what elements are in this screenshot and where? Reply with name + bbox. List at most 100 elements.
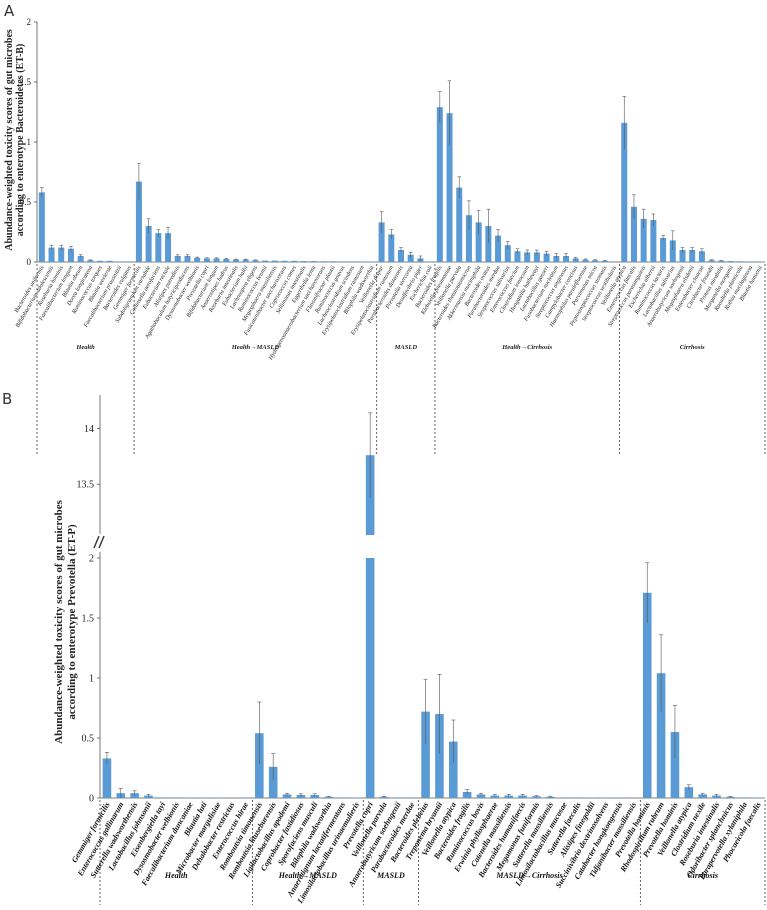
y-axis-title-a: Abundance-weighted toxicity scores of gu… (4, 29, 26, 251)
bar-a (67, 248, 74, 262)
bar-a (660, 238, 667, 262)
bar-a (116, 261, 123, 262)
bar-a (271, 260, 278, 262)
panel-b-letter: B (2, 390, 12, 408)
bar-a (291, 260, 298, 262)
panel-a-letter: A (4, 2, 15, 20)
group-label-b: Health→MASLD (278, 871, 337, 880)
bar-a (427, 261, 434, 262)
bar-a (621, 122, 628, 262)
bar-a (456, 187, 463, 262)
bar-b (158, 797, 167, 798)
bar-b (448, 741, 458, 798)
y-tick-label-b: 14 (84, 424, 94, 435)
bar-a (97, 260, 104, 262)
bar-a (87, 260, 94, 262)
bar-a (446, 113, 453, 262)
group-label-a: Cirrhosis (680, 344, 705, 351)
bar-b (559, 797, 569, 798)
bar-b (435, 714, 444, 798)
bar-a (165, 233, 172, 262)
group-label-b: MASLD (376, 871, 405, 880)
bar-b (698, 794, 707, 798)
bar-a (320, 261, 327, 262)
bar-a (388, 234, 395, 262)
bar-b (421, 711, 430, 798)
group-label-a: MASLD (394, 344, 418, 351)
bar-a (611, 261, 618, 262)
bar-a (436, 107, 443, 262)
bar-b (393, 797, 403, 798)
bar-a (310, 261, 317, 262)
bar-a (601, 260, 608, 262)
bar-a (582, 259, 589, 262)
bar-a (524, 252, 531, 262)
bar-b (656, 673, 666, 798)
y-axis-title-a-line2: according to enterotype Bacteroidetes (E… (15, 44, 26, 237)
bar-a (300, 261, 307, 262)
bar-a (495, 235, 502, 262)
bar-b (573, 797, 583, 798)
bar-a (48, 247, 55, 262)
bar-a (281, 260, 288, 262)
bar-a (718, 260, 725, 262)
bar-a (514, 251, 521, 262)
bar-a (543, 253, 550, 262)
y-tick-label-b: 1.5 (82, 614, 95, 625)
bar-a (223, 259, 230, 262)
bar-a (630, 206, 637, 262)
bar-a (213, 258, 220, 262)
bar-a (135, 181, 142, 262)
bar-a (203, 258, 210, 262)
bar-a (747, 261, 754, 262)
bar-b (684, 787, 694, 798)
group-label-b: MASLD→Cirrhosis (495, 871, 562, 880)
bar-b (532, 796, 541, 798)
bar-a (126, 261, 133, 262)
bar-a (572, 258, 579, 262)
bar-a (485, 226, 492, 262)
y-tick-label-a: 0.5 (20, 197, 32, 207)
group-label-b: Health (164, 871, 188, 880)
bar-b (739, 797, 749, 798)
bar-a (504, 245, 511, 262)
bar-a (330, 261, 337, 262)
bar-a (252, 260, 259, 262)
bar-b (324, 796, 333, 798)
bar-a (708, 260, 715, 262)
bar-b (476, 794, 486, 798)
bar-a (728, 261, 735, 262)
group-label-a: Health→MASLD (231, 344, 280, 351)
y-tick-label-a: 2 (27, 17, 32, 27)
bar-a (689, 250, 696, 262)
bar-b (296, 795, 306, 798)
axis-break-mark-b (93, 535, 100, 549)
y-tick-label-a: 1.5 (20, 77, 32, 87)
group-label-a: Health (75, 344, 95, 351)
bar-a (38, 192, 45, 262)
bar-b (171, 797, 181, 798)
bar-a (145, 226, 152, 262)
panel-a-chart: 0 0.5 1 1.5 2 Abundance-weighted toxicity sco… (4, 17, 766, 455)
bar-a (465, 215, 472, 262)
bar-a (553, 256, 560, 262)
panel-b-chart: 0 0.5 1 1.5 2 13.5 14 Abundance-weighted toxici… (53, 395, 766, 906)
bar-b (338, 797, 347, 798)
bar-a (737, 261, 744, 262)
bar-a (174, 256, 181, 262)
bar-b (407, 797, 417, 798)
bar-a (242, 259, 249, 262)
bar-a (349, 261, 356, 262)
bar-a (77, 256, 84, 262)
y-tick-label-b: 13.5 (77, 480, 95, 491)
bar-b (462, 792, 472, 798)
bar-b (642, 592, 652, 798)
bar-a (397, 250, 405, 262)
bar-a (232, 259, 239, 262)
bar-a (640, 218, 647, 262)
bar-a (407, 254, 414, 262)
bar-b (255, 733, 264, 798)
y-axis-title-a-line1: Abundance-weighted toxicity scores of gu… (4, 29, 15, 251)
bar-b (102, 758, 112, 798)
